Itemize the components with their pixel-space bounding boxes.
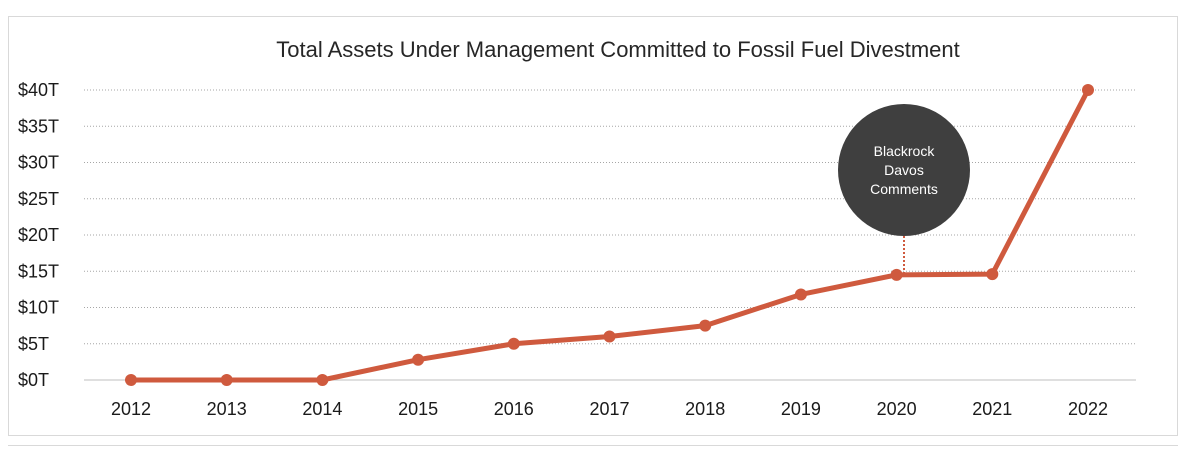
- y-tick-label: $5T: [18, 334, 49, 354]
- data-point: [412, 353, 425, 366]
- y-axis-tick-labels: $0T $5T $10T $15T $20T $25T $30T $35T $40T: [18, 80, 59, 390]
- x-tick-label: 2018: [685, 399, 725, 419]
- x-tick-label: 2021: [972, 399, 1012, 419]
- x-tick-label: 2017: [589, 399, 629, 419]
- data-point: [1082, 84, 1094, 96]
- y-tick-label: $15T: [18, 261, 59, 281]
- y-tick-label: $35T: [18, 116, 59, 136]
- chart-title: Total Assets Under Management Committed …: [276, 37, 960, 62]
- y-tick-label: $25T: [18, 189, 59, 209]
- y-tick-label: $0T: [18, 370, 49, 390]
- data-point: [125, 374, 137, 386]
- x-tick-label: 2019: [781, 399, 821, 419]
- data-point: [986, 268, 999, 281]
- data-point: [316, 374, 329, 386]
- data-point: [699, 319, 712, 332]
- bottom-divider: [8, 445, 1178, 446]
- x-tick-label: 2012: [111, 399, 151, 419]
- y-tick-label: $20T: [18, 225, 59, 245]
- x-tick-label: 2015: [398, 399, 438, 419]
- x-tick-label: 2016: [494, 399, 534, 419]
- annotation-text: Davos: [884, 162, 924, 178]
- data-point: [603, 330, 616, 343]
- x-tick-label: 2013: [207, 399, 247, 419]
- x-axis-tick-labels: 2012 2013 2014 2015 2016 2017 2018 2019 2020 2021…: [111, 399, 1108, 419]
- annotation-text: Blackrock: [874, 143, 936, 159]
- data-point: [890, 268, 903, 281]
- data-point: [220, 374, 233, 386]
- annotation-text: Comments: [870, 181, 938, 197]
- y-tick-label: $10T: [18, 298, 59, 318]
- series-group: [125, 84, 1094, 386]
- y-tick-label: $30T: [18, 153, 59, 173]
- x-tick-label: 2014: [302, 399, 342, 419]
- x-tick-label: 2022: [1068, 399, 1108, 419]
- annotation-callout: Blackrock Davos Comments: [838, 104, 970, 275]
- chart-frame: [8, 16, 1178, 436]
- data-point: [794, 288, 807, 301]
- data-point: [507, 337, 520, 350]
- x-tick-label: 2020: [877, 399, 917, 419]
- y-tick-label: $40T: [18, 80, 59, 100]
- annotation-bubble: [838, 104, 970, 236]
